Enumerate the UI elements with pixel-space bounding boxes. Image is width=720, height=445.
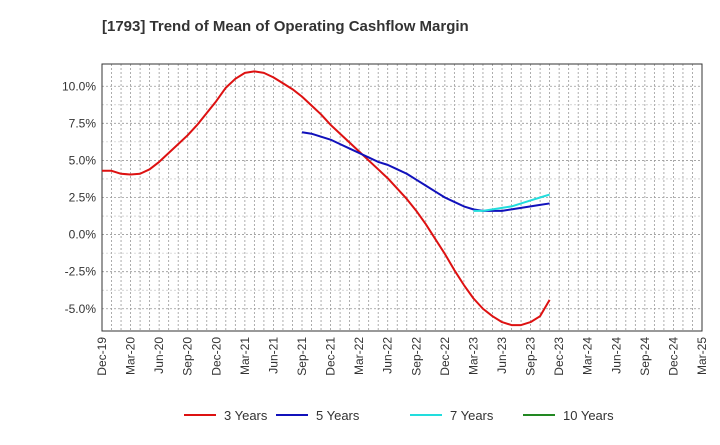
x-tick-label: Jun-24 — [609, 337, 623, 374]
series-layer — [102, 70, 551, 327]
y-tick-label: 10.0% — [62, 79, 96, 93]
x-tick-label: Mar-24 — [581, 337, 595, 375]
x-tick-label: Jun-20 — [152, 337, 166, 374]
y-axis: 10.0% 7.5% 5.0% 2.5% 0.0% -2.5% -5.0% — [62, 79, 96, 316]
x-tick-label: Mar-20 — [124, 337, 138, 375]
x-axis: Dec-19 Mar-20 Jun-20 Sep-20 Dec-20 Mar-21 Jun-… — [95, 337, 709, 376]
series-line-7-years — [473, 193, 550, 212]
series-line-5-years — [301, 131, 550, 212]
x-tick-label: Sep-22 — [409, 337, 423, 376]
plot-frame — [101, 63, 703, 332]
y-tick-label: 0.0% — [69, 228, 97, 242]
x-tick-label: Mar-25 — [695, 337, 709, 375]
legend-label: 5 Years — [316, 408, 360, 423]
series-line-3-years — [102, 70, 551, 327]
x-tick-label: Jun-23 — [495, 337, 509, 374]
x-tick-label: Sep-20 — [181, 337, 195, 376]
y-tick-label: 7.5% — [69, 116, 97, 130]
y-tick-label: 2.5% — [69, 191, 97, 205]
x-tick-label: Dec-21 — [324, 337, 338, 376]
y-tick-label: -5.0% — [65, 302, 97, 316]
chart-title: [1793] Trend of Mean of Operating Cashfl… — [102, 18, 469, 35]
x-tick-label: Dec-20 — [209, 337, 223, 376]
grid-layer — [102, 64, 702, 331]
legend: 3 Years 5 Years 7 Years 10 Years — [184, 408, 614, 423]
x-tick-label: Dec-23 — [552, 337, 566, 376]
x-tick-label: Mar-22 — [352, 337, 366, 375]
y-tick-label: -2.5% — [65, 265, 97, 279]
legend-label: 10 Years — [563, 408, 614, 423]
x-tick-label: Jun-22 — [381, 337, 395, 374]
x-tick-label: Sep-21 — [295, 337, 309, 376]
legend-label: 3 Years — [224, 408, 268, 423]
x-tick-label: Dec-19 — [95, 337, 109, 376]
x-tick-label: Dec-24 — [666, 337, 680, 376]
x-tick-label: Mar-21 — [238, 337, 252, 375]
x-tick-label: Jun-21 — [266, 337, 280, 374]
x-tick-label: Sep-24 — [638, 337, 652, 376]
y-tick-label: 5.0% — [69, 153, 97, 167]
x-tick-label: Mar-23 — [466, 337, 480, 375]
legend-label: 7 Years — [450, 408, 494, 423]
x-tick-label: Dec-22 — [438, 337, 452, 376]
x-tick-label: Sep-23 — [524, 337, 538, 376]
